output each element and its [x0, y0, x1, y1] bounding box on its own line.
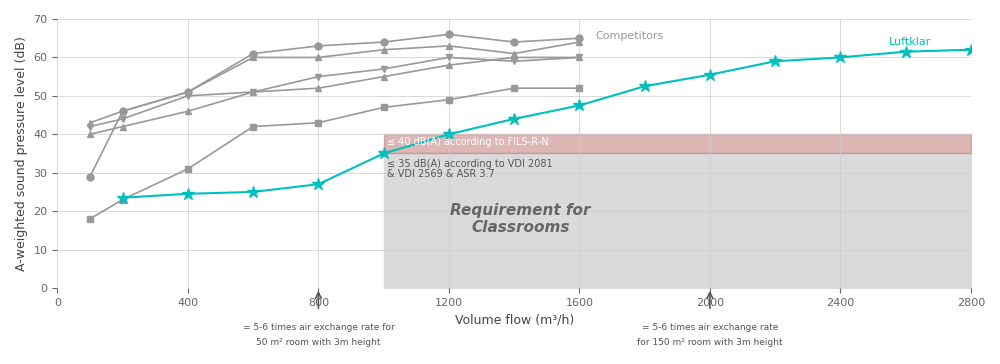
X-axis label: Volume flow (m³/h): Volume flow (m³/h) [455, 313, 574, 326]
Text: & VDI 2569 & ASR 3.7: & VDI 2569 & ASR 3.7 [387, 169, 495, 179]
Y-axis label: A-weighted sound pressure level (dB): A-weighted sound pressure level (dB) [15, 36, 28, 271]
Text: ≤ 40 dB(A) according to FILS-R-N: ≤ 40 dB(A) according to FILS-R-N [387, 137, 549, 147]
Text: 50 m² room with 3m height: 50 m² room with 3m height [256, 338, 381, 347]
Text: ≤ 35 dB(A) according to VDI 2081: ≤ 35 dB(A) according to VDI 2081 [387, 159, 553, 169]
Text: Requirement for
Classrooms: Requirement for Classrooms [450, 203, 591, 235]
Text: for 150 m² room with 3m height: for 150 m² room with 3m height [637, 338, 783, 347]
Text: = 5-6 times air exchange rate: = 5-6 times air exchange rate [642, 323, 778, 332]
Text: = 5-6 times air exchange rate for: = 5-6 times air exchange rate for [243, 323, 394, 332]
Text: Luftklar: Luftklar [889, 37, 932, 47]
Text: Competitors: Competitors [596, 31, 664, 40]
